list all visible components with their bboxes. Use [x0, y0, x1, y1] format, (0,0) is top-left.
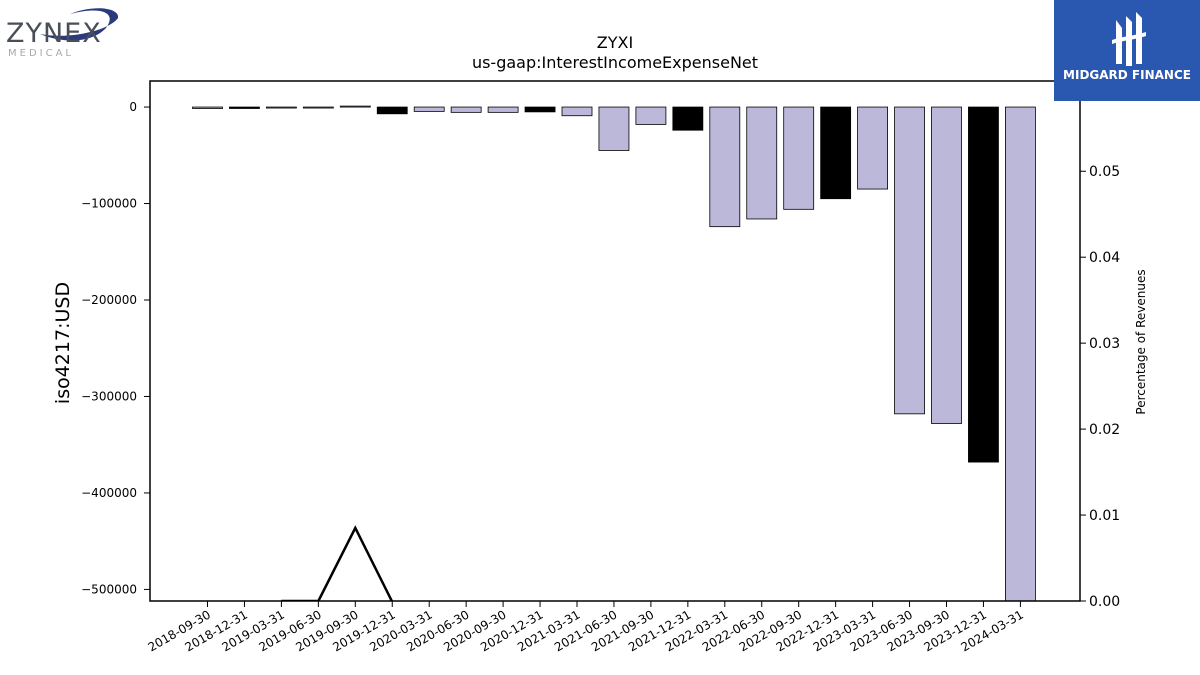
bar-2022-06-30	[746, 106, 778, 220]
bar-2021-06-30	[598, 106, 630, 151]
bar-2021-12-31	[672, 106, 704, 131]
y-tick-label: 0	[129, 100, 137, 114]
y2-axis-label: Percentage of Revenues	[1134, 269, 1148, 414]
y-tick-label: −500000	[81, 582, 137, 596]
y-tick-label: −300000	[81, 389, 137, 403]
y2-tick-label: 0.01	[1089, 508, 1120, 524]
bar-2020-03-31	[413, 106, 445, 112]
bar-2019-03-31	[265, 106, 297, 109]
bar-2020-06-30	[450, 106, 482, 113]
midgard-logo: MIDGARD FINANCE	[1054, 0, 1200, 101]
zynex-wordmark: ZYNEX	[6, 18, 102, 49]
midgard-wordmark: MIDGARD FINANCE	[1063, 68, 1191, 82]
y2-tick-label: 0.02	[1089, 422, 1120, 438]
bar-2022-12-31	[820, 106, 852, 200]
bar-2020-12-31	[524, 106, 556, 113]
bar-2019-09-30	[339, 105, 371, 108]
bar-2023-06-30	[894, 106, 925, 415]
bar-2021-03-31	[561, 106, 593, 117]
y2-tick-label: 0.00	[1089, 594, 1120, 610]
bar-2018-12-31	[229, 106, 260, 109]
y2-tick-label: 0.03	[1089, 336, 1120, 352]
y2-tick-label: 0.05	[1089, 164, 1120, 180]
y-tick-label: −100000	[81, 197, 137, 211]
y-axis-label: iso4217:USD	[52, 282, 74, 404]
y-tick-label: −400000	[81, 486, 137, 500]
bar-2018-09-30	[192, 106, 223, 109]
y-tick-label: −200000	[81, 293, 137, 307]
chart-title: ZYXI	[597, 33, 633, 52]
bar-2021-09-30	[635, 106, 667, 125]
zynex-subtitle: MEDICAL	[8, 48, 74, 59]
y2-tick-label: 0.04	[1089, 250, 1120, 266]
bar-2023-12-31	[968, 106, 999, 463]
bar-2024-03-31	[1005, 106, 1036, 601]
bar-2023-09-30	[931, 106, 962, 424]
bar-2022-09-30	[783, 106, 815, 210]
bar-2020-09-30	[487, 106, 519, 113]
bar-2022-03-31	[709, 106, 741, 228]
bar-2023-03-31	[857, 106, 888, 190]
swoosh-icon	[40, 8, 119, 41]
plot-frame	[149, 80, 1081, 602]
midgard-emblem-icon	[1112, 12, 1146, 66]
zynex-logo: ZYNEX MEDICAL	[0, 0, 130, 70]
bar-2019-06-30	[302, 106, 334, 109]
pct-revenue-line	[281, 525, 394, 601]
bar-2019-12-31	[376, 106, 408, 115]
chart-subtitle: us-gaap:InterestIncomeExpenseNet	[472, 53, 758, 72]
